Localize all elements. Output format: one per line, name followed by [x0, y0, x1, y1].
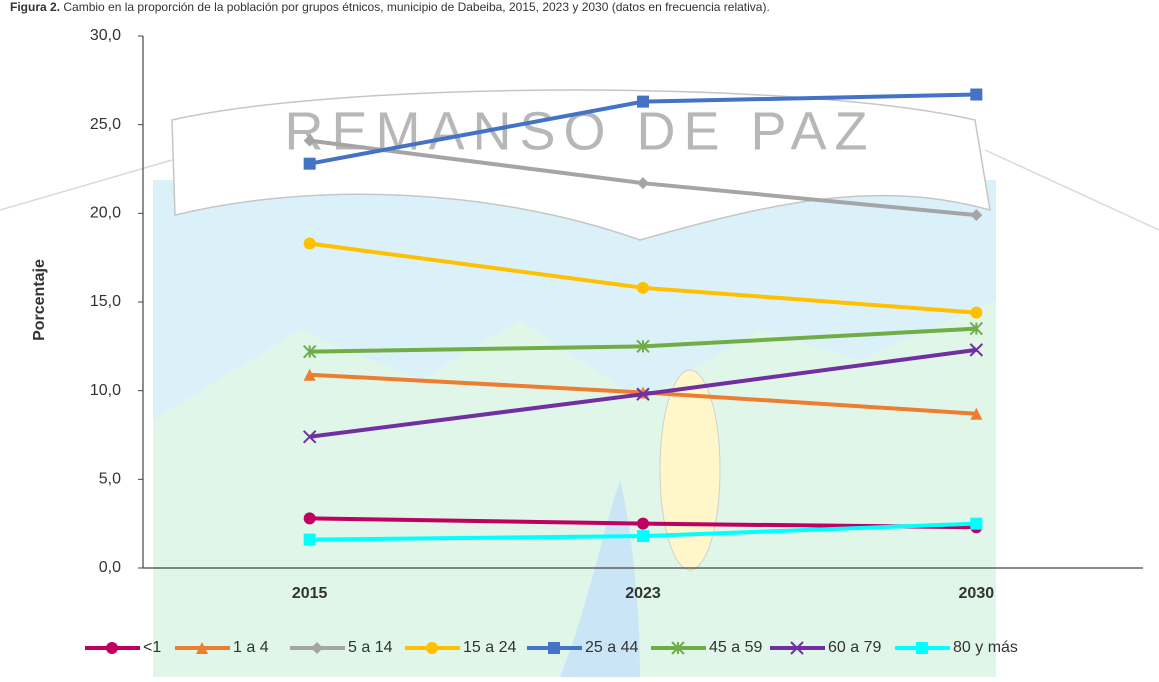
background-art [0, 89, 1159, 677]
marker-shape [969, 321, 984, 336]
chart-title: Figura 2. Cambio en la proporción de la … [10, 0, 770, 14]
title-text: Cambio en la proporción de la población … [63, 0, 769, 14]
legend-label: 15 a 24 [463, 639, 516, 656]
data-point [303, 157, 316, 170]
data-point [302, 344, 317, 359]
legend-marker [311, 642, 323, 654]
data-point [637, 95, 649, 108]
data-point [970, 209, 983, 222]
data-point [970, 88, 983, 101]
x-tick-label: 2023 [625, 585, 661, 602]
y-tick-label: 15,0 [90, 293, 121, 310]
x-tick-label: 2015 [292, 585, 328, 602]
data-point [970, 306, 983, 319]
legend-marker [548, 642, 560, 654]
data-point [303, 237, 316, 250]
data-point [636, 387, 650, 401]
y-tick-label: 25,0 [90, 116, 121, 133]
data-point [303, 134, 316, 147]
y-tick-label: 0,0 [99, 559, 121, 576]
data-point [303, 533, 316, 546]
y-tick-label: 20,0 [90, 205, 121, 222]
legend-label: 45 a 59 [709, 639, 762, 656]
data-point [303, 368, 316, 381]
y-tick-label: 5,0 [99, 471, 121, 488]
marker-shape [302, 344, 317, 359]
marker-shape [969, 343, 984, 357]
marker-shape [303, 368, 316, 381]
legend-marker [106, 642, 118, 654]
data-point [970, 407, 983, 420]
marker-shape [970, 209, 983, 222]
legend-marker [916, 642, 928, 654]
legend-label: 80 y más [953, 639, 1018, 656]
marker-shape [311, 642, 323, 654]
y-tick-label: 30,0 [90, 27, 121, 44]
marker-shape [303, 157, 316, 170]
data-point [969, 321, 984, 336]
legend-label: 25 a 44 [585, 639, 638, 656]
data-point [303, 512, 316, 525]
data-point [637, 517, 649, 530]
marker-shape [671, 641, 685, 655]
legend-label: 5 a 14 [348, 639, 393, 656]
marker-shape [637, 517, 649, 530]
data-point [637, 530, 649, 543]
data-point [970, 517, 983, 530]
marker-shape [303, 237, 316, 250]
marker-shape [636, 339, 650, 354]
marker-shape [970, 517, 983, 530]
marker-shape [970, 88, 983, 101]
legend-label: <1 [143, 639, 161, 656]
marker-shape [548, 642, 560, 654]
data-point [637, 281, 649, 294]
data-point [636, 339, 650, 354]
marker-shape [970, 407, 983, 420]
legend-marker [671, 641, 685, 655]
marker-shape [637, 177, 649, 190]
marker-shape [790, 641, 804, 655]
legend-marker [790, 641, 804, 655]
marker-shape [303, 512, 316, 525]
marker-shape [636, 387, 650, 401]
y-axis-label: Porcentaje [31, 259, 48, 341]
marker-shape [637, 281, 649, 294]
marker-shape [637, 530, 649, 543]
legend-label: 60 a 79 [828, 639, 881, 656]
data-point [637, 177, 649, 190]
marker-shape [426, 642, 438, 654]
marker-shape [916, 642, 928, 654]
marker-shape [303, 134, 316, 147]
marker-shape [302, 430, 317, 444]
title-label: Figura 2. [10, 0, 60, 14]
legend-marker [196, 642, 208, 654]
marker-shape [106, 642, 118, 654]
y-tick-label: 10,0 [90, 382, 121, 399]
data-point [969, 343, 984, 357]
x-tick-label: 2030 [959, 585, 995, 602]
marker-shape [196, 642, 208, 654]
marker-shape [303, 533, 316, 546]
marker-shape [637, 95, 649, 108]
legend-marker [426, 642, 438, 654]
marker-shape [970, 306, 983, 319]
data-point [302, 430, 317, 444]
legend-label: 1 a 4 [233, 639, 269, 656]
